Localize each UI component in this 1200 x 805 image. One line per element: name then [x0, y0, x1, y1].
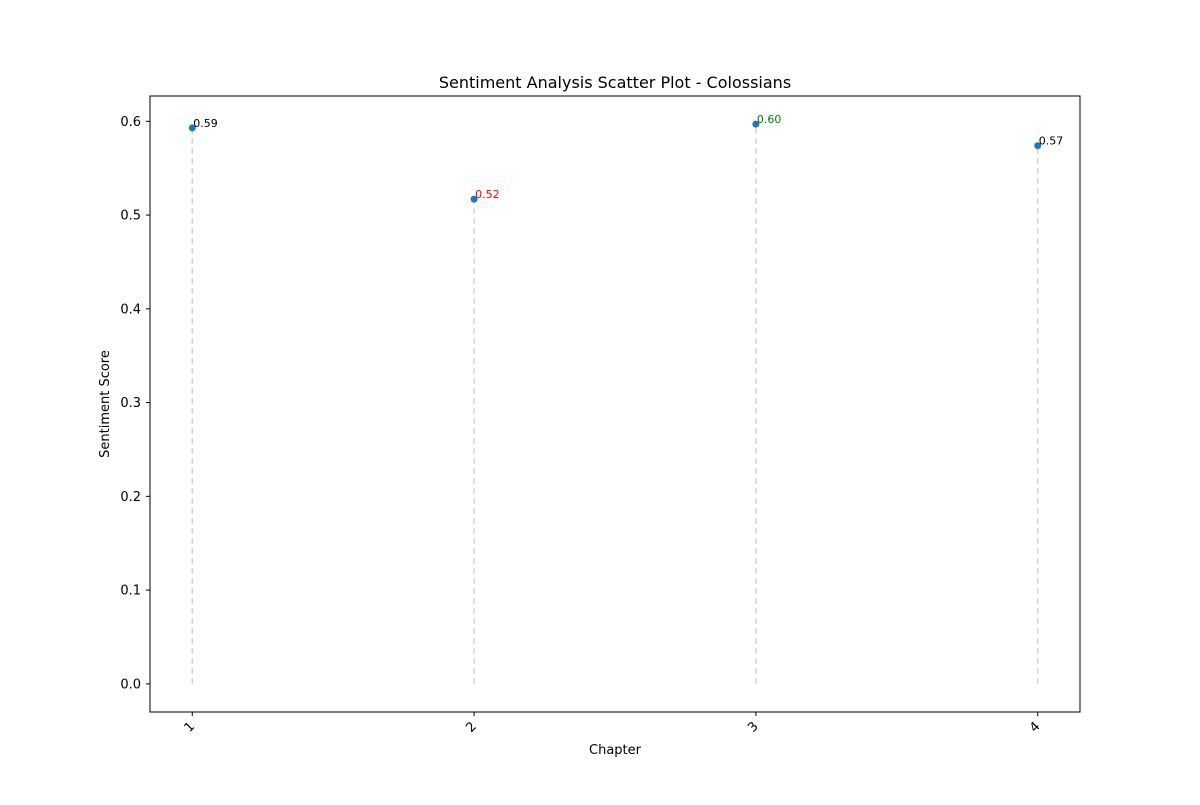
y-tick-label: 0.0	[120, 677, 141, 692]
y-tick-label: 0.3	[120, 396, 141, 411]
data-label: 0.59	[193, 117, 218, 130]
y-axis-label: Sentiment Score	[98, 350, 113, 458]
data-label: 0.57	[1039, 135, 1064, 148]
y-tick-label: 0.2	[120, 490, 141, 505]
y-tick-label: 0.5	[120, 209, 141, 224]
data-label: 0.60	[757, 113, 782, 126]
y-tick-label: 0.6	[120, 115, 141, 130]
y-tick-label: 0.4	[120, 302, 141, 317]
data-point	[752, 120, 760, 128]
data-point	[188, 124, 196, 132]
y-tick-label: 0.1	[120, 584, 141, 599]
data-label: 0.52	[475, 188, 500, 201]
data-point	[470, 195, 478, 203]
chart-title: Sentiment Analysis Scatter Plot - Coloss…	[439, 73, 791, 92]
data-point	[1034, 142, 1042, 150]
x-axis-label: Chapter	[589, 743, 642, 758]
plot-area-frame	[149, 95, 1081, 713]
